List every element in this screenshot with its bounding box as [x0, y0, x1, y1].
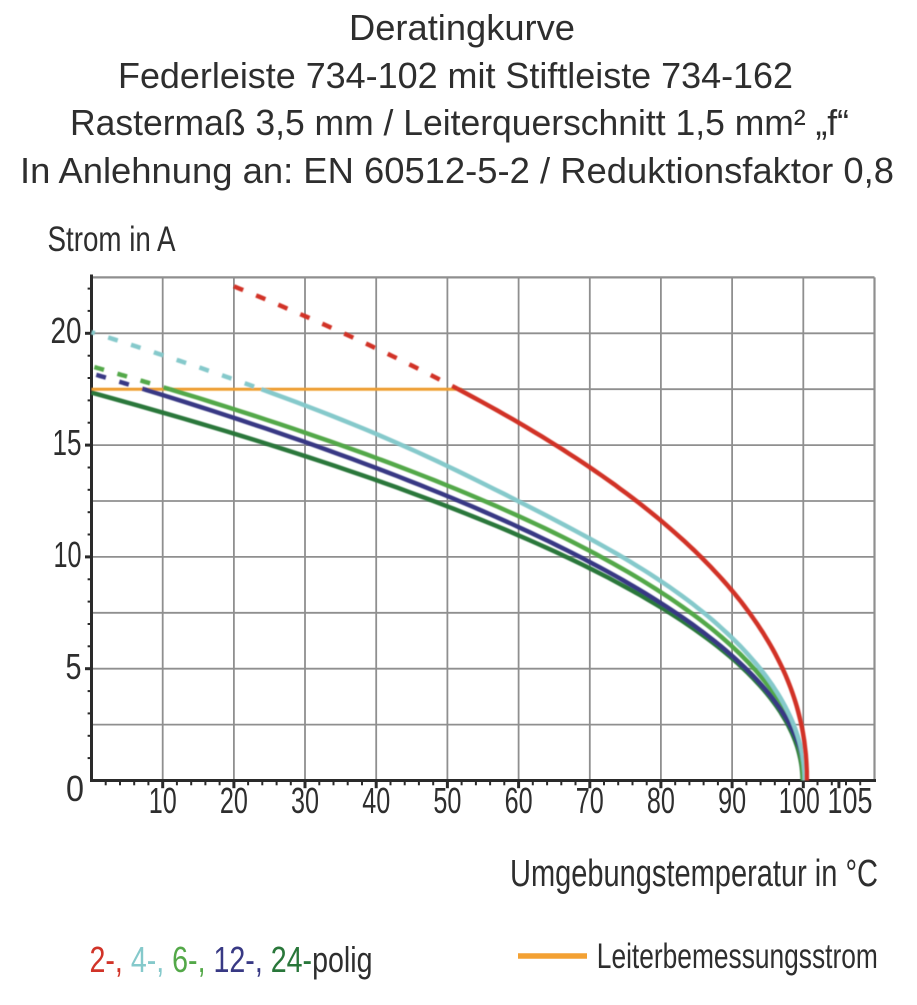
- svg-text:15: 15: [53, 422, 82, 463]
- svg-text:70: 70: [576, 780, 604, 821]
- svg-text:5: 5: [66, 646, 82, 687]
- svg-text:60: 60: [505, 780, 533, 821]
- svg-text:Rastermaß 3,5 mm / Leiterquers: Rastermaß 3,5 mm / Leiterquerschnitt 1,5…: [70, 102, 849, 143]
- svg-text:50: 50: [433, 780, 461, 821]
- svg-text:Umgebungstemperatur in °C: Umgebungstemperatur in °C: [510, 853, 878, 895]
- svg-text:90: 90: [718, 780, 746, 821]
- svg-text:10: 10: [54, 534, 82, 575]
- svg-text:30: 30: [291, 780, 319, 821]
- svg-text:Strom in A: Strom in A: [48, 220, 177, 259]
- svg-text:Leiterbemessungsstrom: Leiterbemessungsstrom: [597, 937, 878, 976]
- svg-text:40: 40: [362, 780, 390, 821]
- svg-text:100: 100: [779, 780, 820, 821]
- svg-text:In Anlehnung an: EN 60512-5-2: In Anlehnung an: EN 60512-5-2 / Reduktio…: [20, 150, 894, 191]
- svg-text:Deratingkurve: Deratingkurve: [349, 7, 575, 48]
- svg-text:80: 80: [647, 780, 675, 821]
- svg-text:Federleiste 734-102 mit Stiftl: Federleiste 734-102 mit Stiftleiste 734-…: [118, 55, 793, 96]
- svg-text:0: 0: [66, 768, 84, 809]
- svg-text:2-, 4-, 6-, 12-, 24-polig: 2-, 4-, 6-, 12-, 24-polig: [90, 939, 373, 980]
- svg-text:20: 20: [220, 780, 248, 821]
- svg-text:10: 10: [149, 780, 177, 821]
- svg-text:20: 20: [51, 310, 82, 351]
- svg-text:105: 105: [828, 780, 873, 821]
